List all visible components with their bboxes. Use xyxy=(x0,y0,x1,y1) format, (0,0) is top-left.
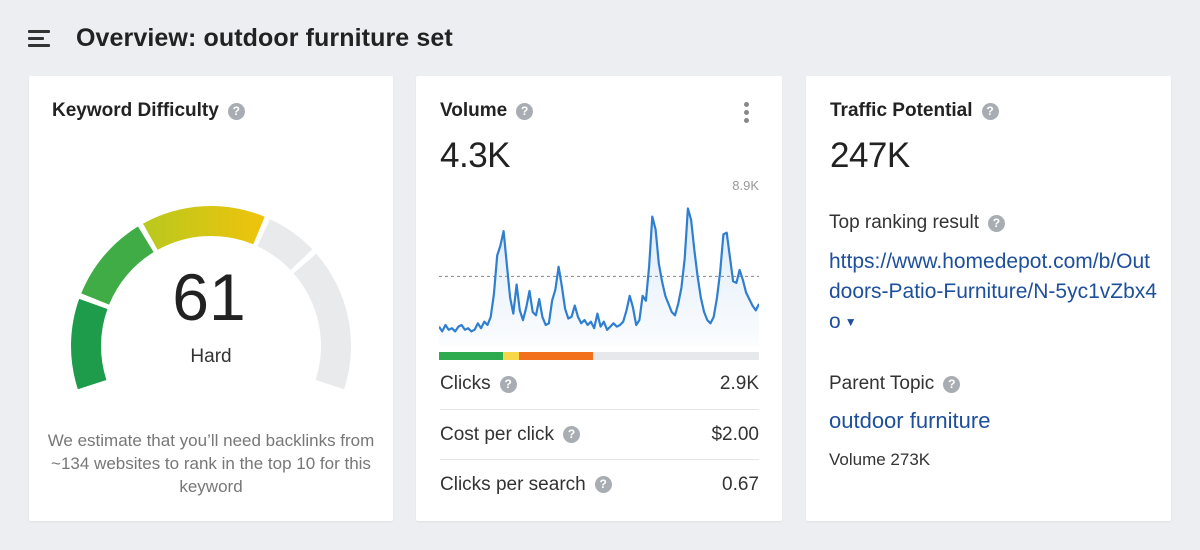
gauge-segment xyxy=(71,298,108,390)
cpc-value: $2.00 xyxy=(711,423,759,445)
cps-value: 0.67 xyxy=(722,473,759,495)
caret-down-icon[interactable]: ▼ xyxy=(844,315,857,329)
top-result-help-icon[interactable]: ? xyxy=(987,214,1005,232)
parent-topic-label-row: Parent Topic ? xyxy=(829,373,961,395)
volume-title-label: Volume xyxy=(440,100,508,121)
parent-topic-help-icon[interactable]: ? xyxy=(943,375,961,393)
cpc-row: Cost per click? $2.00 xyxy=(440,409,759,459)
tp-title-label: Traffic Potential xyxy=(830,100,973,121)
top-result-url[interactable]: https://www.homedepot.com/b/Outdoors-Pat… xyxy=(829,250,1157,333)
top-result-label: Top ranking result xyxy=(829,212,979,233)
clicks-distribution-bar xyxy=(439,352,759,360)
distribution-segment xyxy=(439,352,503,360)
distribution-segment xyxy=(519,352,593,360)
top-result-label-row: Top ranking result ? xyxy=(829,212,1005,234)
kd-gauge: 61 Hard xyxy=(71,206,351,390)
distribution-segment xyxy=(503,352,519,360)
clicks-help-icon[interactable]: ? xyxy=(499,375,517,393)
volume-line xyxy=(439,207,759,333)
tp-value: 247K xyxy=(830,136,910,175)
more-options-icon[interactable] xyxy=(743,102,749,124)
parent-topic-label: Parent Topic xyxy=(829,373,935,394)
keyword-difficulty-card: Keyword Difficulty ? 61 Hard We estimate… xyxy=(29,76,393,521)
gauge-segment xyxy=(293,253,351,390)
top-result-link[interactable]: https://www.homedepot.com/b/Outdoors-Pat… xyxy=(829,247,1159,337)
gauge-segment xyxy=(143,206,265,250)
gauge-segment xyxy=(257,219,313,271)
volume-value: 4.3K xyxy=(440,136,511,175)
menu-icon[interactable] xyxy=(28,29,50,47)
cps-row: Clicks per search? 0.67 xyxy=(440,459,759,509)
tp-help-icon[interactable]: ? xyxy=(981,102,999,120)
kd-description: We estimate that you’ll need backlinks f… xyxy=(47,431,375,496)
kd-score: 61 xyxy=(172,260,245,334)
kd-title: Keyword Difficulty ? xyxy=(52,100,245,122)
parent-topic-link[interactable]: outdoor furniture xyxy=(829,408,991,433)
kd-title-label: Keyword Difficulty xyxy=(52,100,219,121)
volume-title: Volume ? xyxy=(440,100,534,122)
volume-card: Volume ? 4.3K 8.9K Clicks? 2.9K Cost per… xyxy=(416,76,782,521)
cps-label: Clicks per search xyxy=(440,473,586,495)
traffic-potential-card: Traffic Potential ? 247K Top ranking res… xyxy=(806,76,1171,521)
distribution-segment xyxy=(592,352,759,360)
page-title: Overview: outdoor furniture set xyxy=(76,23,453,52)
cpc-label: Cost per click xyxy=(440,423,555,445)
clicks-value: 2.9K xyxy=(719,373,759,394)
volume-area xyxy=(439,208,759,346)
volume-help-icon[interactable]: ? xyxy=(516,102,534,120)
kd-help-icon[interactable]: ? xyxy=(227,102,245,120)
tp-title: Traffic Potential ? xyxy=(830,100,999,122)
cpc-help-icon[interactable]: ? xyxy=(563,426,581,443)
cps-help-icon[interactable]: ? xyxy=(594,476,612,493)
volume-trend-chart xyxy=(439,207,759,346)
clicks-label: Clicks xyxy=(440,373,491,394)
page-header: Overview: outdoor furniture set xyxy=(28,22,453,54)
kd-label: Hard xyxy=(190,346,231,367)
gauge-segment xyxy=(81,226,154,305)
chart-max-label: 8.9K xyxy=(732,178,759,193)
parent-topic-volume: Volume 273K xyxy=(829,450,931,469)
clicks-row: Clicks? 2.9K xyxy=(440,359,759,409)
